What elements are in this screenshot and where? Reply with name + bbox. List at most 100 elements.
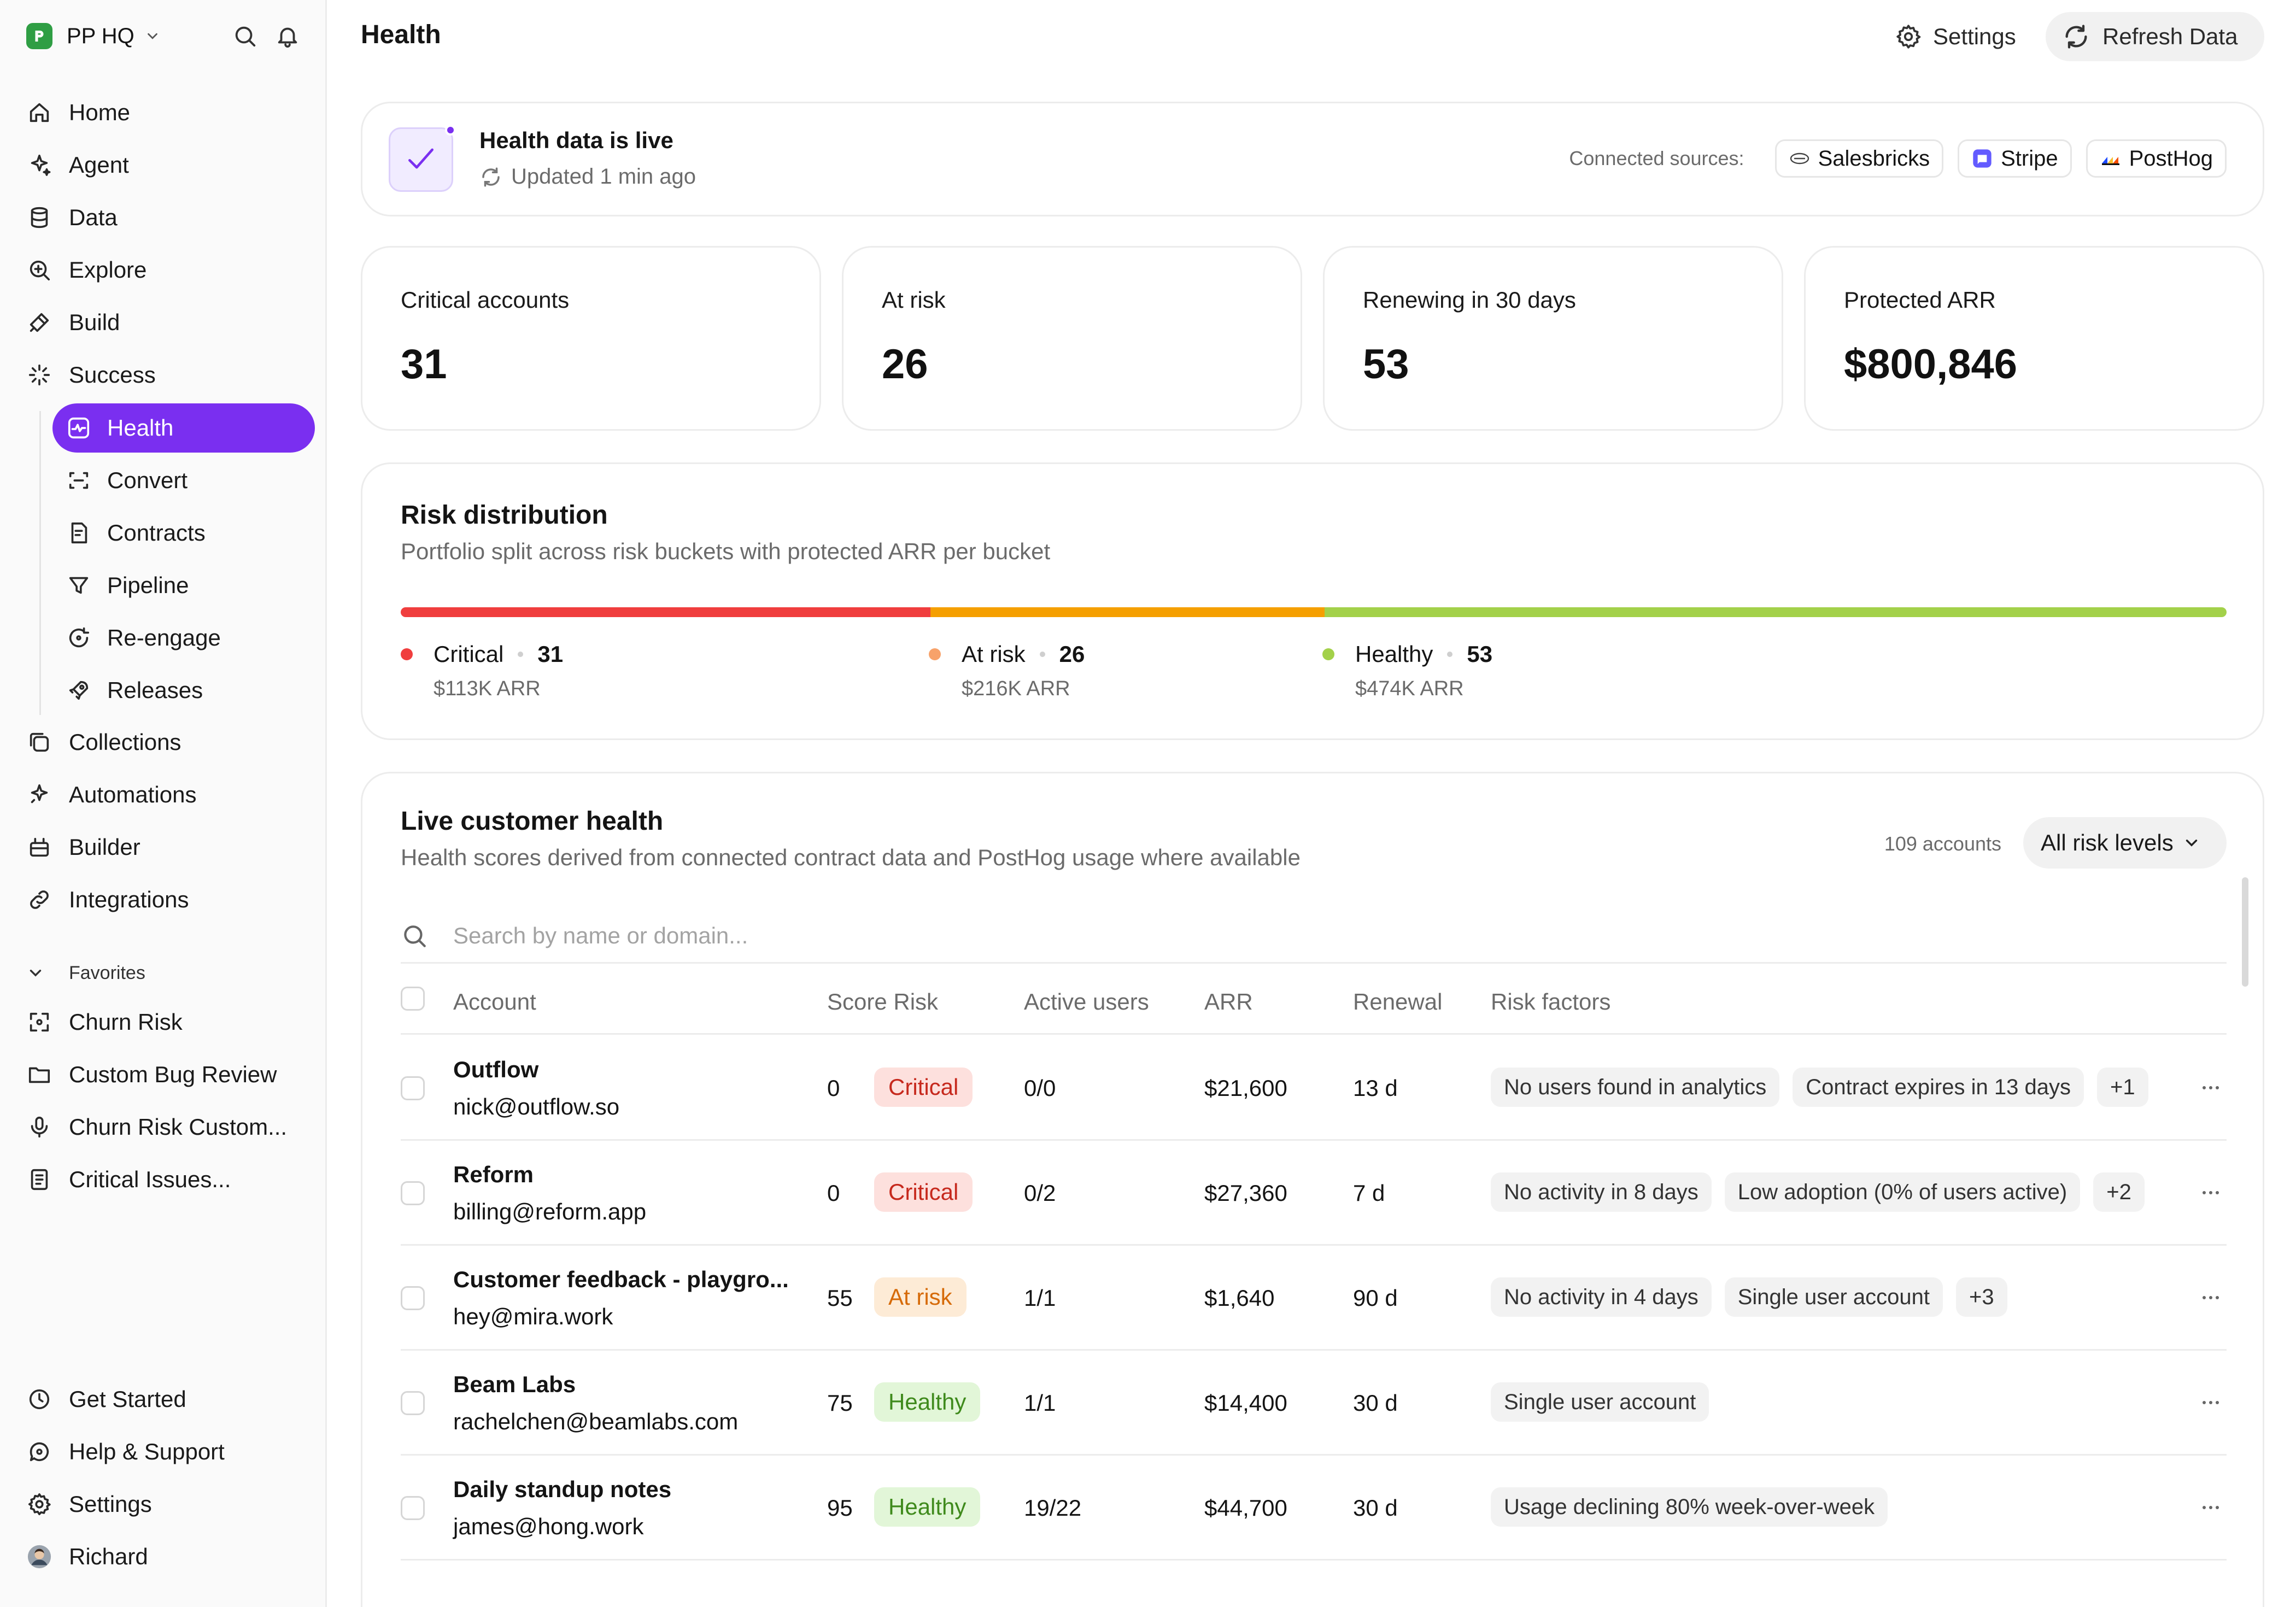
nav-label: Integrations (69, 887, 189, 912)
more-options-icon[interactable] (2197, 1179, 2224, 1206)
risk-factor-chip: No users found in analytics (1491, 1068, 1780, 1107)
nav-releases[interactable]: Releases (52, 666, 315, 715)
nav-convert[interactable]: Convert (52, 456, 315, 505)
customer-health-card: Live customer health Health scores deriv… (361, 772, 2264, 1607)
row-checkbox[interactable] (401, 1181, 425, 1205)
nav-help-support[interactable]: Help & Support (24, 1428, 225, 1476)
scrollbar[interactable] (2242, 877, 2248, 987)
nav-explore[interactable]: Explore (24, 246, 147, 294)
legend-count: 53 (1467, 641, 1493, 667)
source-label: Stripe (2001, 146, 2058, 171)
favorite-custom-bug-review[interactable]: Custom Bug Review (24, 1051, 277, 1099)
stat-value: 53 (1363, 341, 1409, 388)
risk-badge: Critical (874, 1068, 973, 1107)
favorite-churn-risk-custom[interactable]: Churn Risk Custom... (24, 1103, 287, 1151)
more-options-icon[interactable] (2197, 1494, 2224, 1521)
table-row[interactable]: Daily standup notes james@hong.work 95 Heal… (401, 1456, 2227, 1561)
nav-settings[interactable]: Settings (24, 1480, 152, 1528)
source-label: PostHog (2129, 146, 2213, 171)
favorite-churn-risk[interactable]: Churn Risk (24, 998, 183, 1046)
column-header[interactable]: Renewal (1353, 989, 1443, 1014)
table-row[interactable]: Reform billing@reform.app 0 Critical 0/2 $27,… (401, 1141, 2227, 1246)
legend-arr: $113K ARR (434, 677, 541, 700)
refresh-data-button[interactable]: Refresh Data (2046, 12, 2264, 61)
nav-integrations[interactable]: Integrations (24, 876, 189, 924)
column-header[interactable]: Account (453, 989, 536, 1014)
search-icon[interactable] (231, 22, 259, 50)
nav-re-engage[interactable]: Re-engage (52, 613, 315, 662)
account-name[interactable]: Reform (453, 1162, 534, 1187)
nav-richard[interactable]: Richard (24, 1533, 148, 1581)
nav-collections[interactable]: Collections (24, 718, 181, 766)
nav-builder[interactable]: Builder (24, 823, 140, 871)
source-salesbricks[interactable]: Salesbricks (1774, 139, 1944, 178)
source-posthog[interactable]: PostHog (2086, 139, 2227, 178)
table-title: Live customer health (401, 807, 664, 836)
stat-card-critical: Critical accounts 31 (361, 246, 821, 431)
account-name[interactable]: Beam Labs (453, 1371, 576, 1397)
renewal-days: 7 d (1353, 1180, 1385, 1206)
nav-data[interactable]: Data (24, 193, 118, 242)
stat-label: Protected ARR (1844, 287, 1996, 313)
nav-home[interactable]: Home (24, 89, 130, 137)
risk-level-filter[interactable]: All risk levels (2023, 817, 2227, 869)
bell-icon[interactable] (273, 22, 302, 50)
posthog-icon (2100, 150, 2122, 167)
more-options-icon[interactable] (2197, 1284, 2224, 1311)
risk-factor-chip: Usage declining 80% week-over-week (1491, 1487, 1888, 1527)
more-options-icon[interactable] (2197, 1074, 2224, 1101)
risk-factor-chip[interactable]: +2 (2093, 1172, 2145, 1212)
table-row[interactable]: Customer feedback - playgro... hey@mira.w… (401, 1246, 2227, 1351)
account-name[interactable]: Outflow (453, 1057, 539, 1082)
settings-button[interactable]: Settings (1895, 19, 2016, 55)
row-checkbox[interactable] (401, 1076, 425, 1100)
row-checkbox[interactable] (401, 1286, 425, 1310)
separator-dot (518, 652, 524, 657)
risk-factor-chip[interactable]: +3 (1956, 1277, 2007, 1317)
select-all-checkbox[interactable] (401, 987, 425, 1011)
account-name[interactable]: Customer feedback - playgro... (453, 1266, 789, 1292)
row-checkbox[interactable] (401, 1391, 425, 1415)
legend-dot (929, 648, 941, 660)
chevron-down-icon (26, 964, 54, 982)
account-name[interactable]: Daily standup notes (453, 1476, 672, 1502)
nav-agent[interactable]: Agent (24, 141, 129, 189)
search-input[interactable] (453, 922, 1547, 949)
risk-title: Risk distribution (401, 501, 608, 530)
nav-success[interactable]: Success (24, 351, 156, 399)
column-header[interactable]: Active users (1024, 989, 1149, 1014)
row-checkbox[interactable] (401, 1496, 425, 1520)
table-row[interactable]: Outflow nick@outflow.so 0 Critical 0/0 $21,60… (401, 1036, 2227, 1141)
favorites-toggle[interactable]: Favorites (26, 958, 145, 988)
risk-segment-at-risk (930, 607, 1325, 617)
nav-pipeline[interactable]: Pipeline (52, 561, 315, 610)
nav-label: Help & Support (69, 1439, 225, 1464)
risk-badge: Critical (874, 1172, 973, 1212)
risk-factors: Single user account (1491, 1382, 1722, 1422)
nav-contracts[interactable]: Contracts (52, 508, 315, 558)
nav-label: Richard (69, 1544, 148, 1569)
live-title: Health data is live (479, 127, 673, 153)
source-stripe[interactable]: Stripe (1958, 139, 2072, 178)
convert-icon (63, 465, 94, 496)
nav-health[interactable]: Health (52, 403, 315, 453)
risk-badge: Healthy (874, 1382, 981, 1422)
column-header[interactable]: Score Risk (827, 989, 939, 1014)
nav-build[interactable]: Build (24, 298, 120, 347)
column-header[interactable]: Risk factors (1491, 989, 1611, 1014)
nav-automations[interactable]: Automations (24, 771, 196, 819)
nav-label: Builder (69, 834, 140, 860)
gear-icon (1895, 23, 1922, 50)
legend-at-risk: At risk 26 $216K ARR (929, 641, 1085, 701)
legend-count: 31 (537, 641, 564, 667)
workspace-switcher[interactable]: PP HQ (26, 21, 161, 51)
nav-get-started[interactable]: Get Started (24, 1375, 186, 1423)
column-header[interactable]: ARR (1204, 989, 1253, 1014)
health-score: 0 (827, 1180, 840, 1206)
risk-factor-chip[interactable]: +1 (2096, 1068, 2148, 1107)
more-options-icon[interactable] (2197, 1389, 2224, 1416)
favorite-critical-issues[interactable]: Critical Issues... (24, 1156, 231, 1204)
nav-label: Pipeline (107, 572, 189, 598)
table-row[interactable]: Beam Labs rachelchen@beamlabs.com 75 Health… (401, 1351, 2227, 1456)
gear-icon (24, 1489, 55, 1520)
